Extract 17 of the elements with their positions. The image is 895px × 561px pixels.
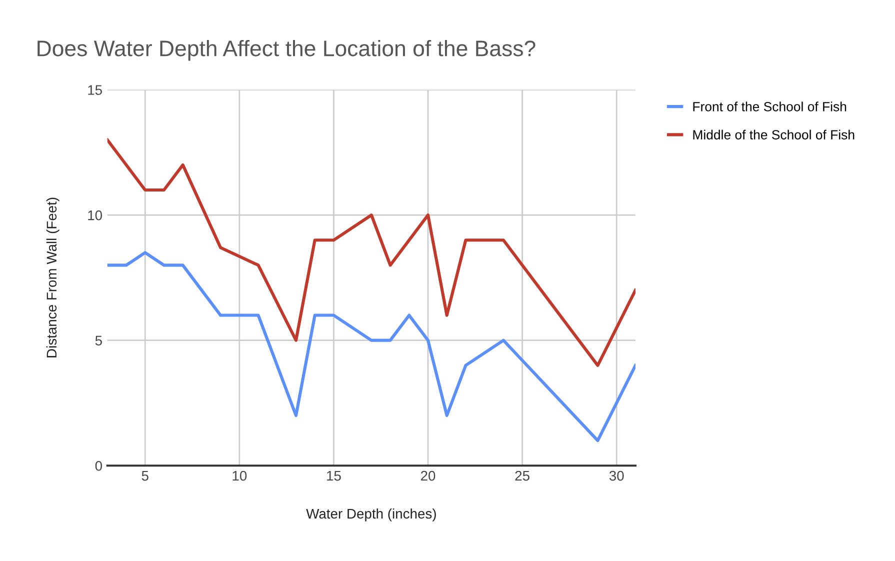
line-series xyxy=(107,251,636,442)
x-tick-label: 15 xyxy=(327,471,341,481)
y-tick-label: 5 xyxy=(95,336,102,346)
chart-title: Does Water Depth Affect the Location of the Bass? xyxy=(38,40,536,61)
y-axis-title: Distance From Wall (Feet) xyxy=(46,198,60,358)
x-tick-label: 30 xyxy=(609,470,624,481)
x-tick-label: 10 xyxy=(232,470,247,481)
line-series xyxy=(107,138,636,367)
x-tick-label: 20 xyxy=(420,470,436,481)
y-tick-label: 0 xyxy=(95,460,102,471)
y-tick-label: 15 xyxy=(88,85,102,95)
legend-label: Front of the School of Fish xyxy=(693,102,846,112)
x-tick-label: 5 xyxy=(142,471,148,481)
x-tick-label: 25 xyxy=(515,470,530,481)
y-tick-label: 10 xyxy=(88,210,102,220)
x-axis-title: Water Depth (inches) xyxy=(306,508,436,522)
legend-label: Middle of the School of Fish xyxy=(693,130,854,140)
